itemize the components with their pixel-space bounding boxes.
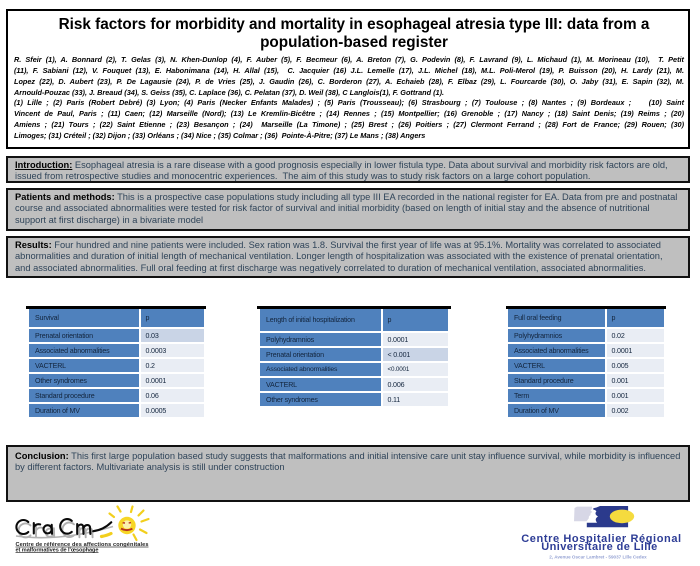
svg-text:Centre Hospitalier Régional: Centre Hospitalier Régional (521, 533, 681, 545)
svg-text:Universitaire de Lille: Universitaire de Lille (541, 541, 657, 553)
svg-text:2, Avenue Oscar Lambret - 5903: 2, Avenue Oscar Lambret - 59037 Lille Ce… (549, 555, 647, 560)
svg-text:Centre de référence des affect: Centre de référence des affections congé… (16, 542, 149, 548)
svg-text:et malformatives de l'œsophage: et malformatives de l'œsophage (16, 547, 99, 553)
